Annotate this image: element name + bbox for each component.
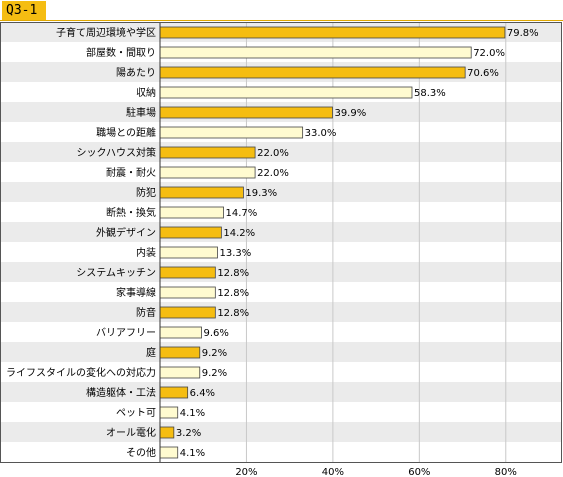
data-label: 79.8% — [507, 28, 539, 39]
category-label: 耐震・耐火 — [106, 166, 156, 179]
bar — [159, 246, 218, 259]
data-label: 9.2% — [202, 368, 227, 379]
data-label: 14.7% — [226, 208, 258, 219]
data-label: 3.2% — [176, 428, 201, 439]
data-label: 12.8% — [217, 288, 249, 299]
bar — [159, 66, 466, 79]
category-label: オール電化 — [106, 426, 156, 439]
row-band — [0, 382, 562, 402]
category-label: 防音 — [136, 306, 156, 319]
category-label: 構造躯体・工法 — [86, 386, 156, 399]
category-label: 職場との距離 — [96, 126, 156, 139]
category-label: 子育て周辺環境や学区 — [56, 26, 156, 39]
data-label: 22.0% — [257, 148, 289, 159]
data-label: 12.8% — [217, 308, 249, 319]
header-rule — [0, 20, 563, 21]
bar — [159, 266, 216, 279]
data-label: 4.1% — [180, 448, 205, 459]
data-label: 70.6% — [467, 68, 499, 79]
bar — [159, 126, 304, 139]
row-band — [0, 342, 562, 362]
data-label: 12.8% — [217, 268, 249, 279]
row-band — [0, 262, 562, 282]
data-label: 14.2% — [223, 228, 255, 239]
data-label: 72.0% — [473, 48, 505, 59]
category-label: 家事導線 — [116, 286, 156, 299]
bar — [159, 306, 216, 319]
data-label: 19.3% — [245, 188, 277, 199]
category-label: バリアフリー — [96, 327, 156, 339]
bar — [159, 186, 244, 199]
x-tick-label: 40% — [322, 467, 344, 477]
bar — [159, 106, 333, 119]
bar — [159, 366, 201, 379]
row-band — [0, 182, 562, 202]
x-tick-label: 20% — [235, 467, 257, 477]
bar — [159, 166, 256, 179]
bar — [159, 26, 506, 39]
bar — [159, 446, 179, 459]
plot-frame — [0, 22, 562, 463]
category-label: 収納 — [136, 86, 156, 99]
bar — [159, 286, 216, 299]
data-label: 4.1% — [180, 408, 205, 419]
data-label: 58.3% — [414, 88, 446, 99]
data-label: 39.9% — [334, 108, 366, 119]
bar — [159, 406, 179, 419]
category-label: シックハウス対策 — [77, 146, 157, 159]
category-label: 陽あたり — [116, 67, 156, 79]
category-label: 防犯 — [136, 186, 156, 199]
row-band — [0, 422, 562, 442]
category-label: システムキッチン — [76, 267, 156, 279]
bar — [159, 146, 256, 159]
bar — [159, 346, 201, 359]
category-label: 部屋数・間取り — [86, 46, 156, 59]
data-label: 9.2% — [202, 348, 227, 359]
category-label: その他 — [126, 446, 156, 459]
category-label: 外観デザイン — [96, 226, 156, 239]
data-label: 13.3% — [219, 248, 251, 259]
bar — [159, 206, 224, 219]
row-band — [0, 222, 562, 242]
category-label: 断熱・換気 — [106, 206, 156, 219]
row-band — [0, 142, 562, 162]
data-label: 6.4% — [190, 388, 215, 399]
bar — [159, 86, 413, 99]
bar — [159, 426, 175, 439]
question-badge: Q3-1 — [2, 1, 46, 20]
x-tick-label: 80% — [495, 467, 517, 477]
x-tick-label: 60% — [408, 467, 430, 477]
category-label: 駐車場 — [126, 106, 156, 119]
bar — [159, 46, 472, 59]
bar — [159, 326, 202, 339]
data-label: 33.0% — [305, 128, 337, 139]
data-label: 9.6% — [203, 328, 228, 339]
bar — [159, 386, 189, 399]
category-label: ペット可 — [116, 408, 156, 419]
bar — [159, 226, 222, 239]
row-band — [0, 302, 562, 322]
category-label: 内装 — [136, 246, 156, 259]
category-label: ライフスタイルの変化への対応力 — [6, 366, 156, 379]
category-label: 庭 — [146, 346, 156, 359]
data-label: 22.0% — [257, 168, 289, 179]
